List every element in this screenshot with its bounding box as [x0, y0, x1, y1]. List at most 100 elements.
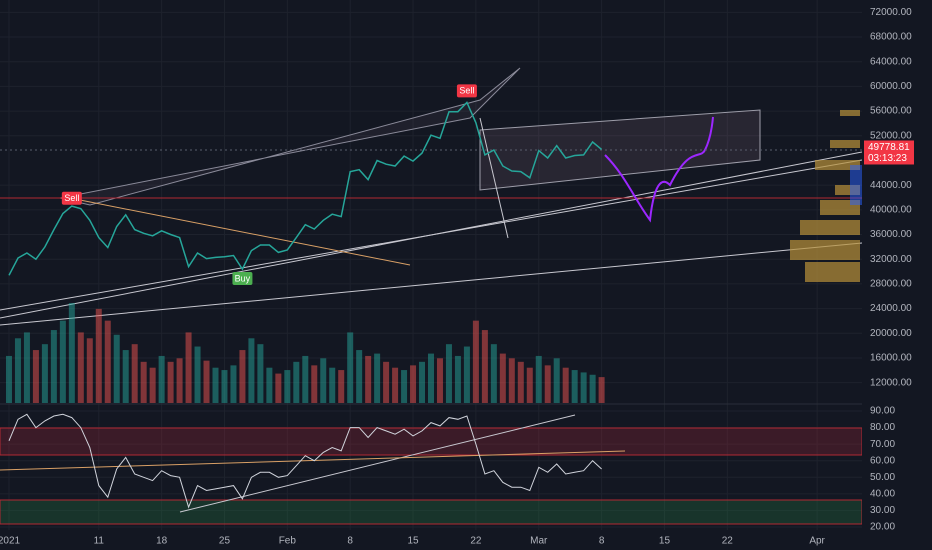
trend-line: [0, 242, 863, 326]
volume-bar: [275, 373, 282, 403]
volume-bar: [463, 346, 470, 403]
rsi-oversold-zone: [0, 499, 863, 525]
volume-bar: [436, 358, 443, 403]
volume-bar: [5, 355, 12, 403]
rsi-trend-line: [179, 414, 576, 513]
y-tick-label: 44000.00: [870, 180, 912, 191]
volume-bar: [329, 367, 336, 403]
volume-bar: [203, 360, 210, 403]
y-tick-label: 36000.00: [870, 229, 912, 240]
fib-line: [79, 199, 411, 266]
forecast: [604, 116, 714, 223]
volume-bar: [374, 353, 381, 403]
volume-bar: [239, 350, 246, 403]
y-tick-label: 24000.00: [870, 303, 912, 314]
volume-bar: [167, 361, 174, 403]
rsi-overbought-zone: [0, 427, 863, 456]
y-tick-label: 80.00: [870, 422, 895, 433]
y-tick-label: 12000.00: [870, 377, 912, 388]
last-price-badge: [864, 140, 914, 165]
volume-bar: [365, 355, 372, 403]
volume-bar: [508, 358, 515, 403]
volume-bar: [392, 367, 399, 403]
volume-bar: [104, 320, 111, 403]
volume-bar: [257, 344, 264, 403]
volume-bar: [490, 344, 497, 403]
y-tick-label: 52000.00: [870, 130, 912, 141]
volume-bar: [122, 350, 129, 403]
trend-line: [0, 159, 863, 311]
last-price-label: 49778.81: [868, 142, 910, 153]
price-axis: [862, 0, 932, 550]
drawings: [0, 67, 863, 326]
y-tick-label: 16000.00: [870, 353, 912, 364]
volume-bar: [401, 370, 408, 403]
y-tick-label: 72000.00: [870, 7, 912, 18]
volume-bar: [338, 370, 345, 403]
y-tick-label: 64000.00: [870, 56, 912, 67]
y-tick-label: 40.00: [870, 488, 895, 499]
volume-profile: [790, 110, 860, 282]
y-tick-label: 20000.00: [870, 328, 912, 339]
volume-bar: [32, 350, 39, 403]
volume-bar: [140, 361, 147, 403]
volume-bar: [445, 344, 452, 403]
volume-bar: [293, 361, 300, 403]
rsi-line: [8, 413, 602, 509]
time-axis: [0, 531, 932, 550]
volume-bar: [454, 355, 461, 403]
signal-badge: [456, 84, 477, 98]
x-tick-label: Feb: [279, 536, 297, 547]
volume-bar: [517, 361, 524, 403]
plot: Sell Buy Sell: [5, 84, 605, 509]
volume-bar: [23, 332, 30, 403]
volume-bar: [158, 355, 165, 403]
signal-badge: [61, 191, 82, 205]
volume-bar: [194, 346, 201, 403]
volume-bar: [212, 367, 219, 403]
volume-bar: [131, 344, 138, 403]
signal-label: Sell: [459, 86, 474, 96]
x-tick-label: 22: [470, 536, 482, 547]
y-tick-label: 40000.00: [870, 204, 912, 215]
volume-bar: [59, 320, 66, 403]
volume-bar: [221, 370, 228, 403]
axes: 2021 11 18 25 Feb 8 15 22 Mar 8 15 22 Apr 72000.00 680…: [0, 7, 914, 547]
volume-bar: [302, 355, 309, 403]
x-tick-label: 8: [599, 536, 605, 547]
volume-bar: [284, 370, 291, 403]
volume-bar: [383, 361, 390, 403]
volume-bar: [499, 353, 506, 403]
y-tick-label: 70.00: [870, 439, 895, 450]
y-tick-label: 20.00: [870, 522, 895, 533]
volume-bar: [410, 365, 417, 403]
y-tick-label: 28000.00: [870, 279, 912, 290]
rsi-trend-line: [0, 450, 626, 471]
volume-bar: [544, 365, 551, 403]
volume-bar: [41, 344, 48, 403]
volume-bar: [356, 350, 363, 403]
y-tick-label: 50.00: [870, 472, 895, 483]
y-tick-label: 60.00: [870, 455, 895, 466]
volume-bar: [311, 365, 318, 403]
volume-bar: [266, 367, 273, 403]
y-tick-label: 30.00: [870, 505, 895, 516]
volume-bar: [535, 355, 542, 403]
y-tick-label: 90.00: [870, 406, 895, 417]
volume-bar: [553, 358, 560, 403]
channel: [59, 67, 521, 206]
x-tick-label: Apr: [809, 536, 825, 547]
trend-line: [479, 117, 509, 239]
signal-label: Buy: [235, 273, 251, 283]
y-tick-label: 56000.00: [870, 106, 912, 117]
volume-bar: [149, 367, 156, 403]
volume-bar: [481, 330, 488, 403]
volume-bar: [95, 308, 102, 403]
volume-bar: [248, 338, 255, 403]
volume-bar: [230, 365, 237, 403]
volume-bar: [562, 367, 569, 403]
volume-bar: [589, 374, 596, 403]
volume-bar: [68, 303, 75, 403]
